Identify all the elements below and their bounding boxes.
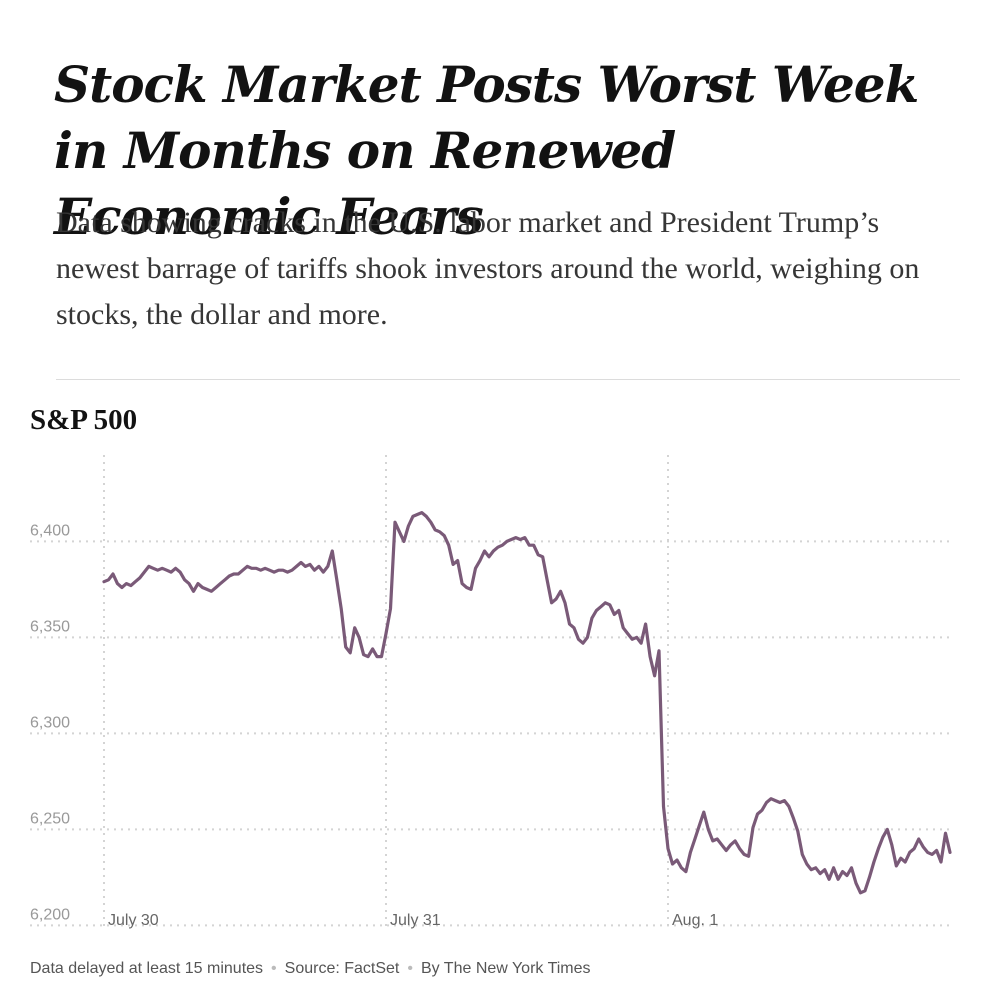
divider [56,379,960,380]
y-tick-label: 6,250 [30,810,70,827]
delay-note: Data delayed at least 15 minutes [30,960,264,977]
separator-dot: • [271,960,277,977]
x-tick-label: July 30 [108,912,159,929]
y-tick-label: 6,300 [30,714,70,731]
chart-footer: Data delayed at least 15 minutes • Source:… [30,960,591,978]
separator-dot: • [407,960,413,977]
x-tick-label: July 31 [390,912,441,929]
y-tick-label: 6,400 [30,522,70,539]
headline: Stock Market Posts Worst Week in Months … [54,55,919,246]
x-tick-label: Aug. 1 [672,912,718,929]
dek: Data showing cracks in the U.S. labor ma… [56,206,920,331]
sp500-series-line [102,510,952,895]
chart-title: S&P 500 [30,404,138,436]
y-tick-label: 6,200 [30,906,70,923]
byline: By The New York Times [420,960,591,977]
sp500-line-chart: 6,200 6,250 6,300 6,350 6,400 July 30 July 31… [30,455,952,929]
y-tick-label: 6,350 [30,618,70,635]
source-credit: Source: FactSet [284,960,400,977]
